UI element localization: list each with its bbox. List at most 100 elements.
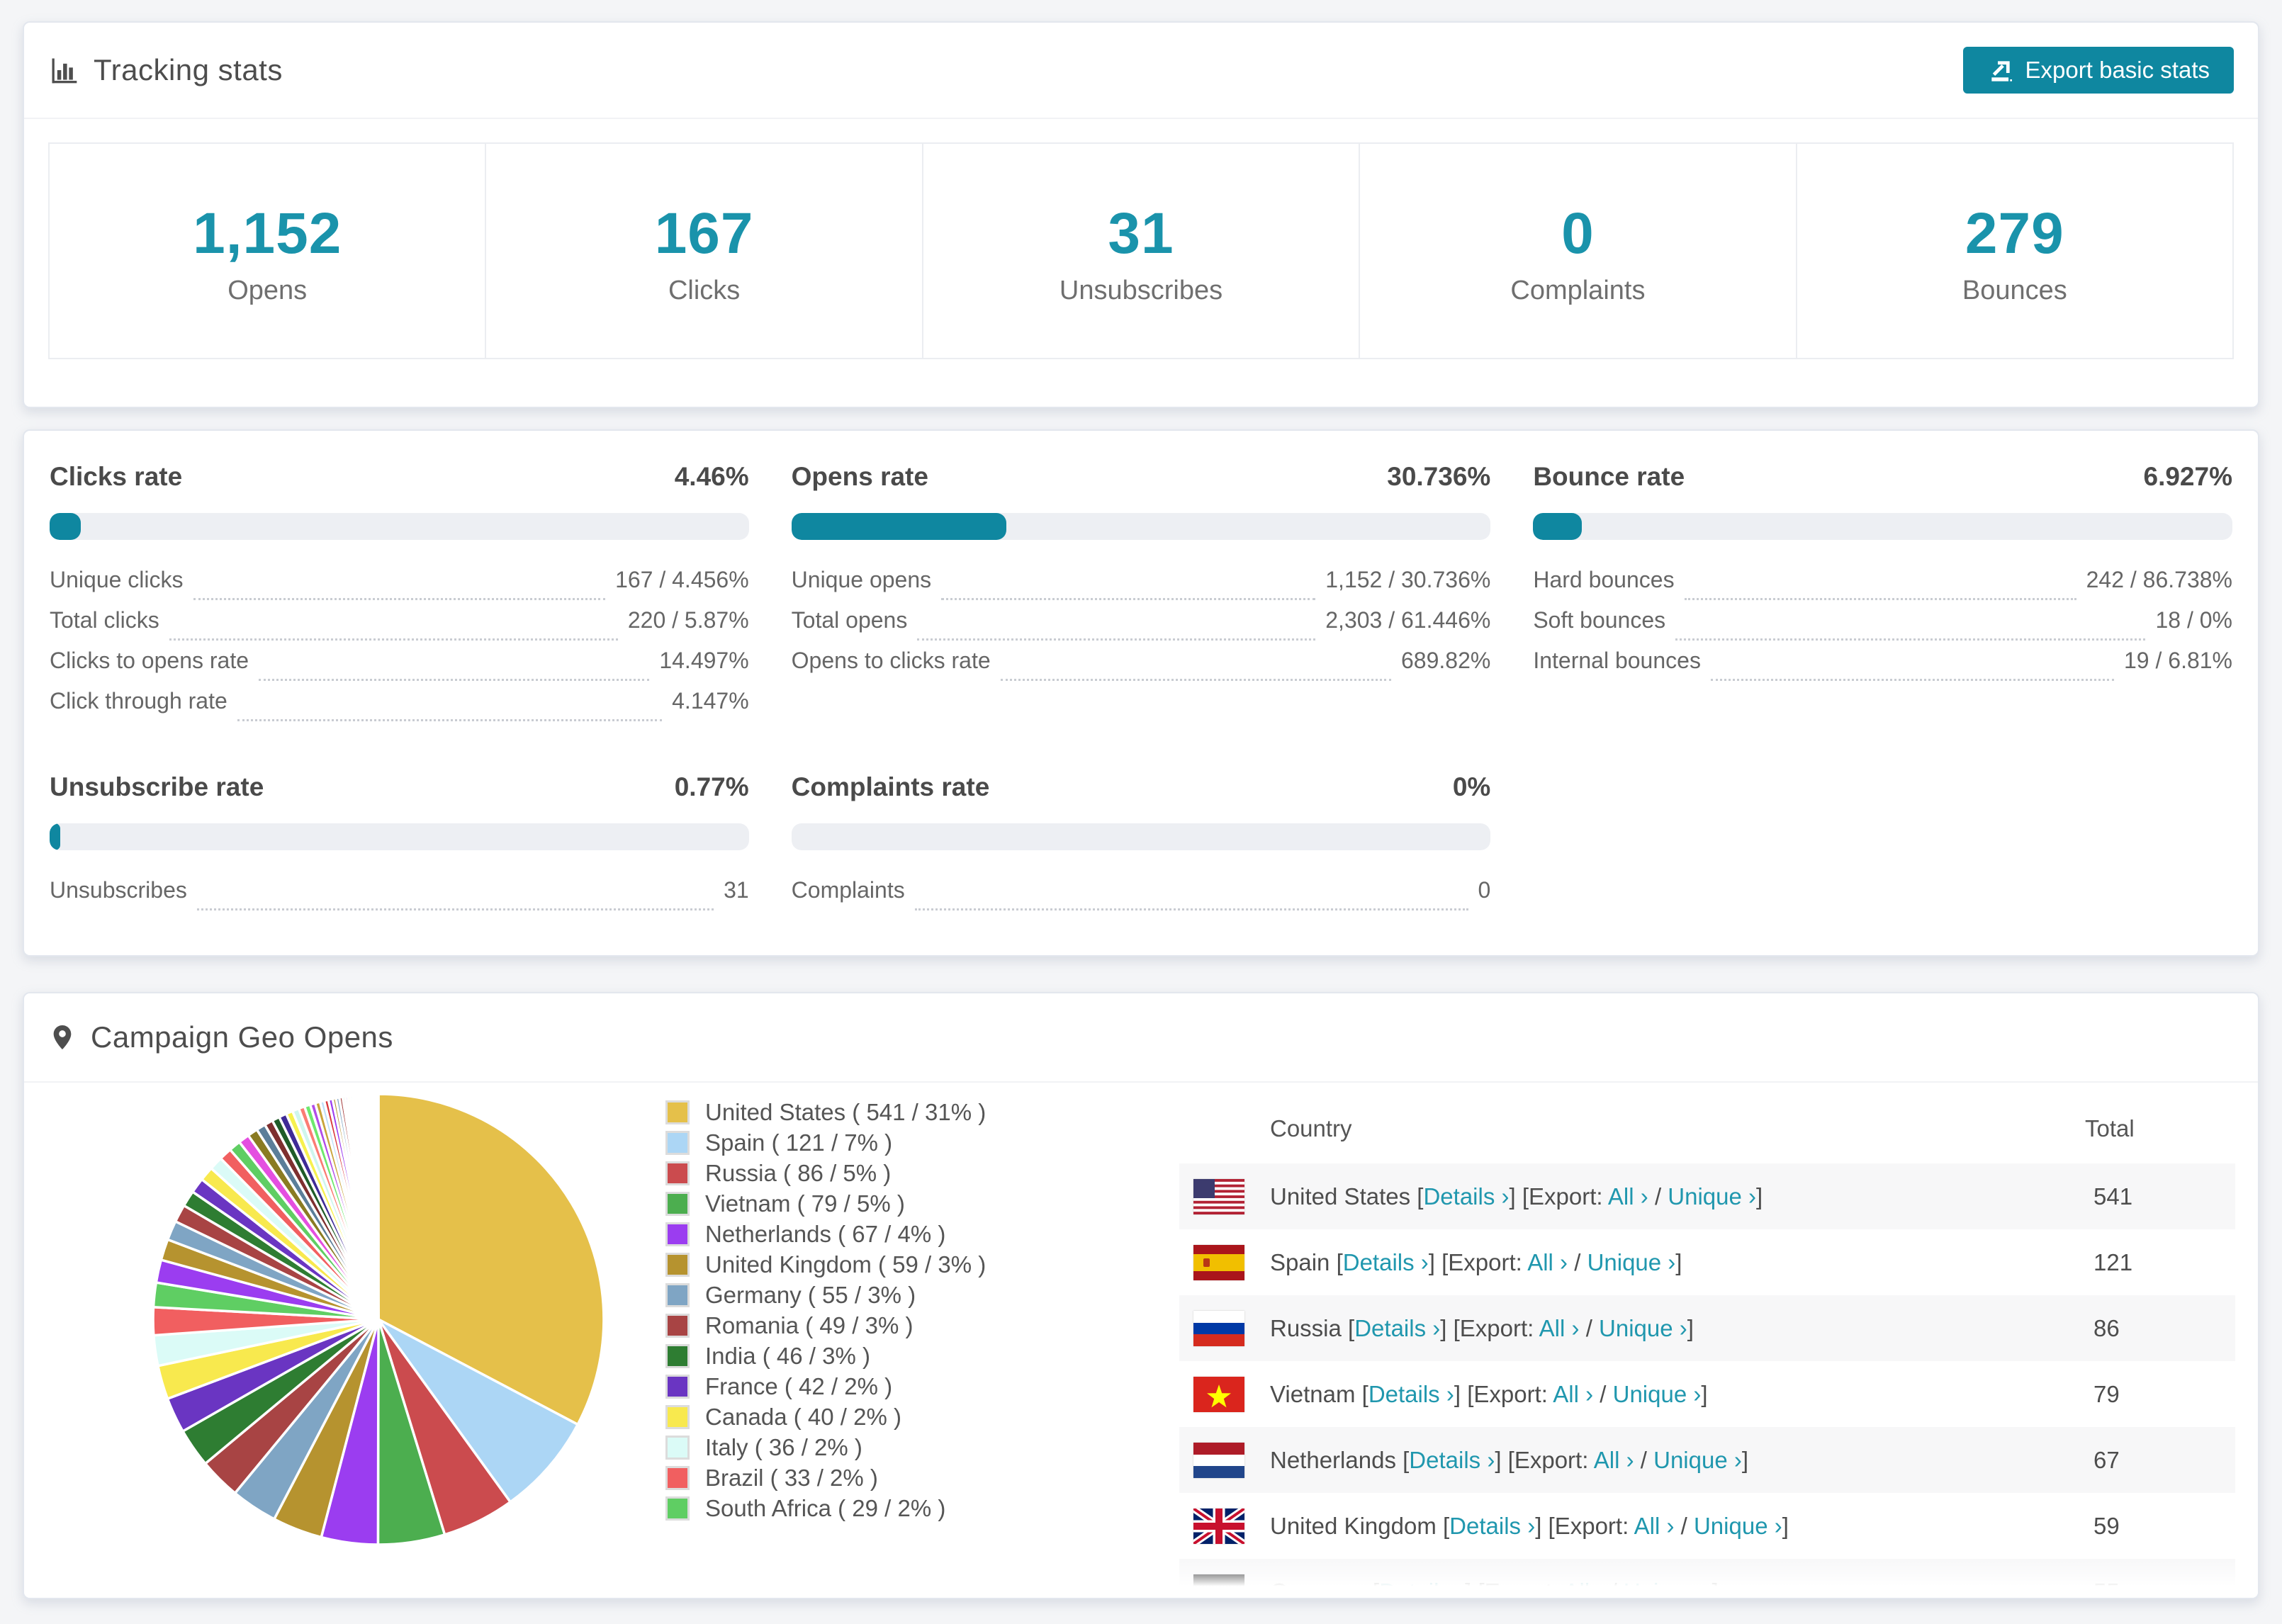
rate-value: 0.77% — [674, 772, 749, 801]
legend-swatch-icon — [665, 1496, 690, 1521]
legend-label: Brazil ( 33 / 2% ) — [705, 1464, 878, 1491]
legend-swatch-icon — [665, 1222, 690, 1246]
export-unique-link[interactable]: Unique › — [1587, 1248, 1676, 1275]
rate-title: Clicks rate — [50, 462, 183, 491]
dotted-leader — [196, 908, 714, 910]
country-name: Germany — [1270, 1578, 1366, 1599]
slash-separator: / — [1640, 1446, 1647, 1473]
details-link[interactable]: Details › — [1342, 1248, 1429, 1275]
legend-item[interactable]: France ( 42 / 2% ) — [665, 1371, 1133, 1402]
details-link[interactable]: Details › — [1368, 1380, 1454, 1407]
legend-item[interactable]: Vietnam ( 79 / 5% ) — [665, 1188, 1133, 1219]
legend-swatch-icon — [665, 1313, 690, 1338]
legend-item[interactable]: Netherlands ( 67 / 4% ) — [665, 1219, 1133, 1249]
summary-stats-row: 1,152 Opens 167 Clicks 31 Unsubscribes 0… — [48, 142, 2234, 359]
export-all-link[interactable]: All › — [1539, 1314, 1580, 1341]
geo-table-row: Germany [Details ›] [Export: All › / Uni… — [1179, 1559, 2235, 1599]
rate-block: Bounce rate 6.927% Hard bounces 242 / 86… — [1533, 462, 2232, 728]
details-link[interactable]: Details › — [1379, 1578, 1466, 1599]
rate-detail-label: Opens to clicks rate — [791, 648, 991, 673]
country-cell: Germany [Details ›] [Export: All › / Uni… — [1270, 1578, 2093, 1599]
legend-item[interactable]: India ( 46 / 3% ) — [665, 1341, 1133, 1371]
rate-detail-value: 242 / 86.738% — [2086, 567, 2232, 592]
country-total: 121 — [2093, 1248, 2133, 1275]
export-unique-link[interactable]: Unique › — [1612, 1380, 1702, 1407]
legend-item[interactable]: Brazil ( 33 / 2% ) — [665, 1462, 1133, 1493]
export-all-link[interactable]: All › — [1593, 1446, 1634, 1473]
export-unique-link[interactable]: Unique › — [1693, 1512, 1782, 1539]
stat-value: 167 — [654, 201, 754, 266]
tracking-stats-title: Tracking stats — [94, 53, 283, 86]
summary-stat: 0 Complaints — [1359, 144, 1795, 358]
legend-label: India ( 46 / 3% ) — [705, 1342, 870, 1369]
geo-opens-pie-chart — [152, 1093, 605, 1546]
progress-bar — [50, 823, 749, 850]
legend-item[interactable]: Russia ( 86 / 5% ) — [665, 1158, 1133, 1188]
total-column-header: Total — [2085, 1115, 2135, 1141]
legend-item[interactable]: South Africa ( 29 / 2% ) — [665, 1493, 1133, 1523]
bracket: [ — [1442, 1512, 1450, 1539]
rate-block: Complaints rate 0% Complaints 0 — [791, 772, 1491, 918]
export-unique-link[interactable]: Unique › — [1668, 1183, 1757, 1209]
rate-block: Clicks rate 4.46% Unique clicks 167 / 4.… — [50, 462, 749, 728]
export-label: [Export: — [1548, 1512, 1629, 1539]
rate-detail-label: Total opens — [791, 607, 908, 633]
legend-item[interactable]: United States ( 541 / 31% ) — [665, 1097, 1133, 1127]
rate-detail-label: Unique clicks — [50, 567, 184, 592]
rates-grid: Clicks rate 4.46% Unique clicks 167 / 4.… — [24, 431, 2258, 946]
bracket: [ — [1348, 1314, 1355, 1341]
legend-swatch-icon — [665, 1435, 690, 1460]
rate-detail-label: Internal bounces — [1533, 648, 1701, 673]
summary-stat: 279 Bounces — [1795, 144, 2232, 358]
export-label: [Export: — [1507, 1446, 1589, 1473]
rate-value: 30.736% — [1387, 462, 1491, 491]
legend-item[interactable]: Germany ( 55 / 3% ) — [665, 1280, 1133, 1310]
export-all-link[interactable]: All › — [1553, 1380, 1594, 1407]
export-basic-stats-button[interactable]: Export basic stats — [1962, 47, 2234, 94]
map-pin-icon — [48, 1023, 77, 1051]
slash-separator: / — [1610, 1578, 1617, 1599]
details-link[interactable]: Details › — [1409, 1446, 1495, 1473]
legend-item[interactable]: Romania ( 49 / 3% ) — [665, 1310, 1133, 1341]
bracket: ] — [1701, 1380, 1708, 1407]
rate-detail-value: 220 / 5.87% — [627, 607, 749, 633]
country-total: 541 — [2093, 1183, 2133, 1209]
export-label: [Export: — [1467, 1380, 1548, 1407]
bracket: [ — [1361, 1380, 1368, 1407]
details-link[interactable]: Details › — [1423, 1183, 1510, 1209]
rate-detail-value: 31 — [724, 877, 749, 903]
details-link[interactable]: Details › — [1354, 1314, 1441, 1341]
legend-item[interactable]: United Kingdom ( 59 / 3% ) — [665, 1249, 1133, 1280]
stat-value: 31 — [1108, 201, 1174, 266]
legend-item[interactable]: Italy ( 36 / 2% ) — [665, 1432, 1133, 1462]
dotted-leader — [914, 908, 1468, 910]
pie-slice-united-states — [377, 1093, 605, 1426]
slash-separator: / — [1585, 1314, 1592, 1341]
rate-detail-row: Clicks to opens rate 14.497% — [50, 648, 749, 688]
export-all-link[interactable]: All › — [1527, 1248, 1568, 1275]
rate-detail-row: Total clicks 220 / 5.87% — [50, 607, 749, 648]
export-all-link[interactable]: All › — [1607, 1183, 1648, 1209]
rate-value: 4.46% — [674, 462, 749, 491]
legend-swatch-icon — [665, 1282, 690, 1307]
export-unique-link[interactable]: Unique › — [1653, 1446, 1742, 1473]
rate-head: Bounce rate 6.927% — [1533, 462, 2232, 492]
details-link[interactable]: Details › — [1449, 1512, 1536, 1539]
progress-bar-fill — [50, 513, 81, 540]
export-unique-link[interactable]: Unique › — [1623, 1578, 1712, 1599]
rate-block: Opens rate 30.736% Unique opens 1,152 / … — [791, 462, 1491, 728]
country-name: United Kingdom — [1270, 1512, 1437, 1539]
legend-item[interactable]: Spain ( 121 / 7% ) — [665, 1127, 1133, 1158]
flag-ru-icon — [1193, 1310, 1244, 1346]
export-all-link[interactable]: All › — [1634, 1512, 1675, 1539]
slash-separator: / — [1574, 1248, 1581, 1275]
geo-opens-header: Campaign Geo Opens — [24, 993, 2258, 1083]
bar-chart-icon — [48, 55, 79, 86]
bracket: ] — [1687, 1314, 1694, 1341]
export-all-link[interactable]: All › — [1563, 1578, 1604, 1599]
geo-table-row: United States [Details ›] [Export: All ›… — [1179, 1163, 2235, 1229]
geo-table-row: Vietnam [Details ›] [Export: All › / Uni… — [1179, 1361, 2235, 1427]
country-cell: Vietnam [Details ›] [Export: All › / Uni… — [1270, 1381, 2093, 1408]
export-unique-link[interactable]: Unique › — [1599, 1314, 1687, 1341]
legend-item[interactable]: Canada ( 40 / 2% ) — [665, 1402, 1133, 1432]
